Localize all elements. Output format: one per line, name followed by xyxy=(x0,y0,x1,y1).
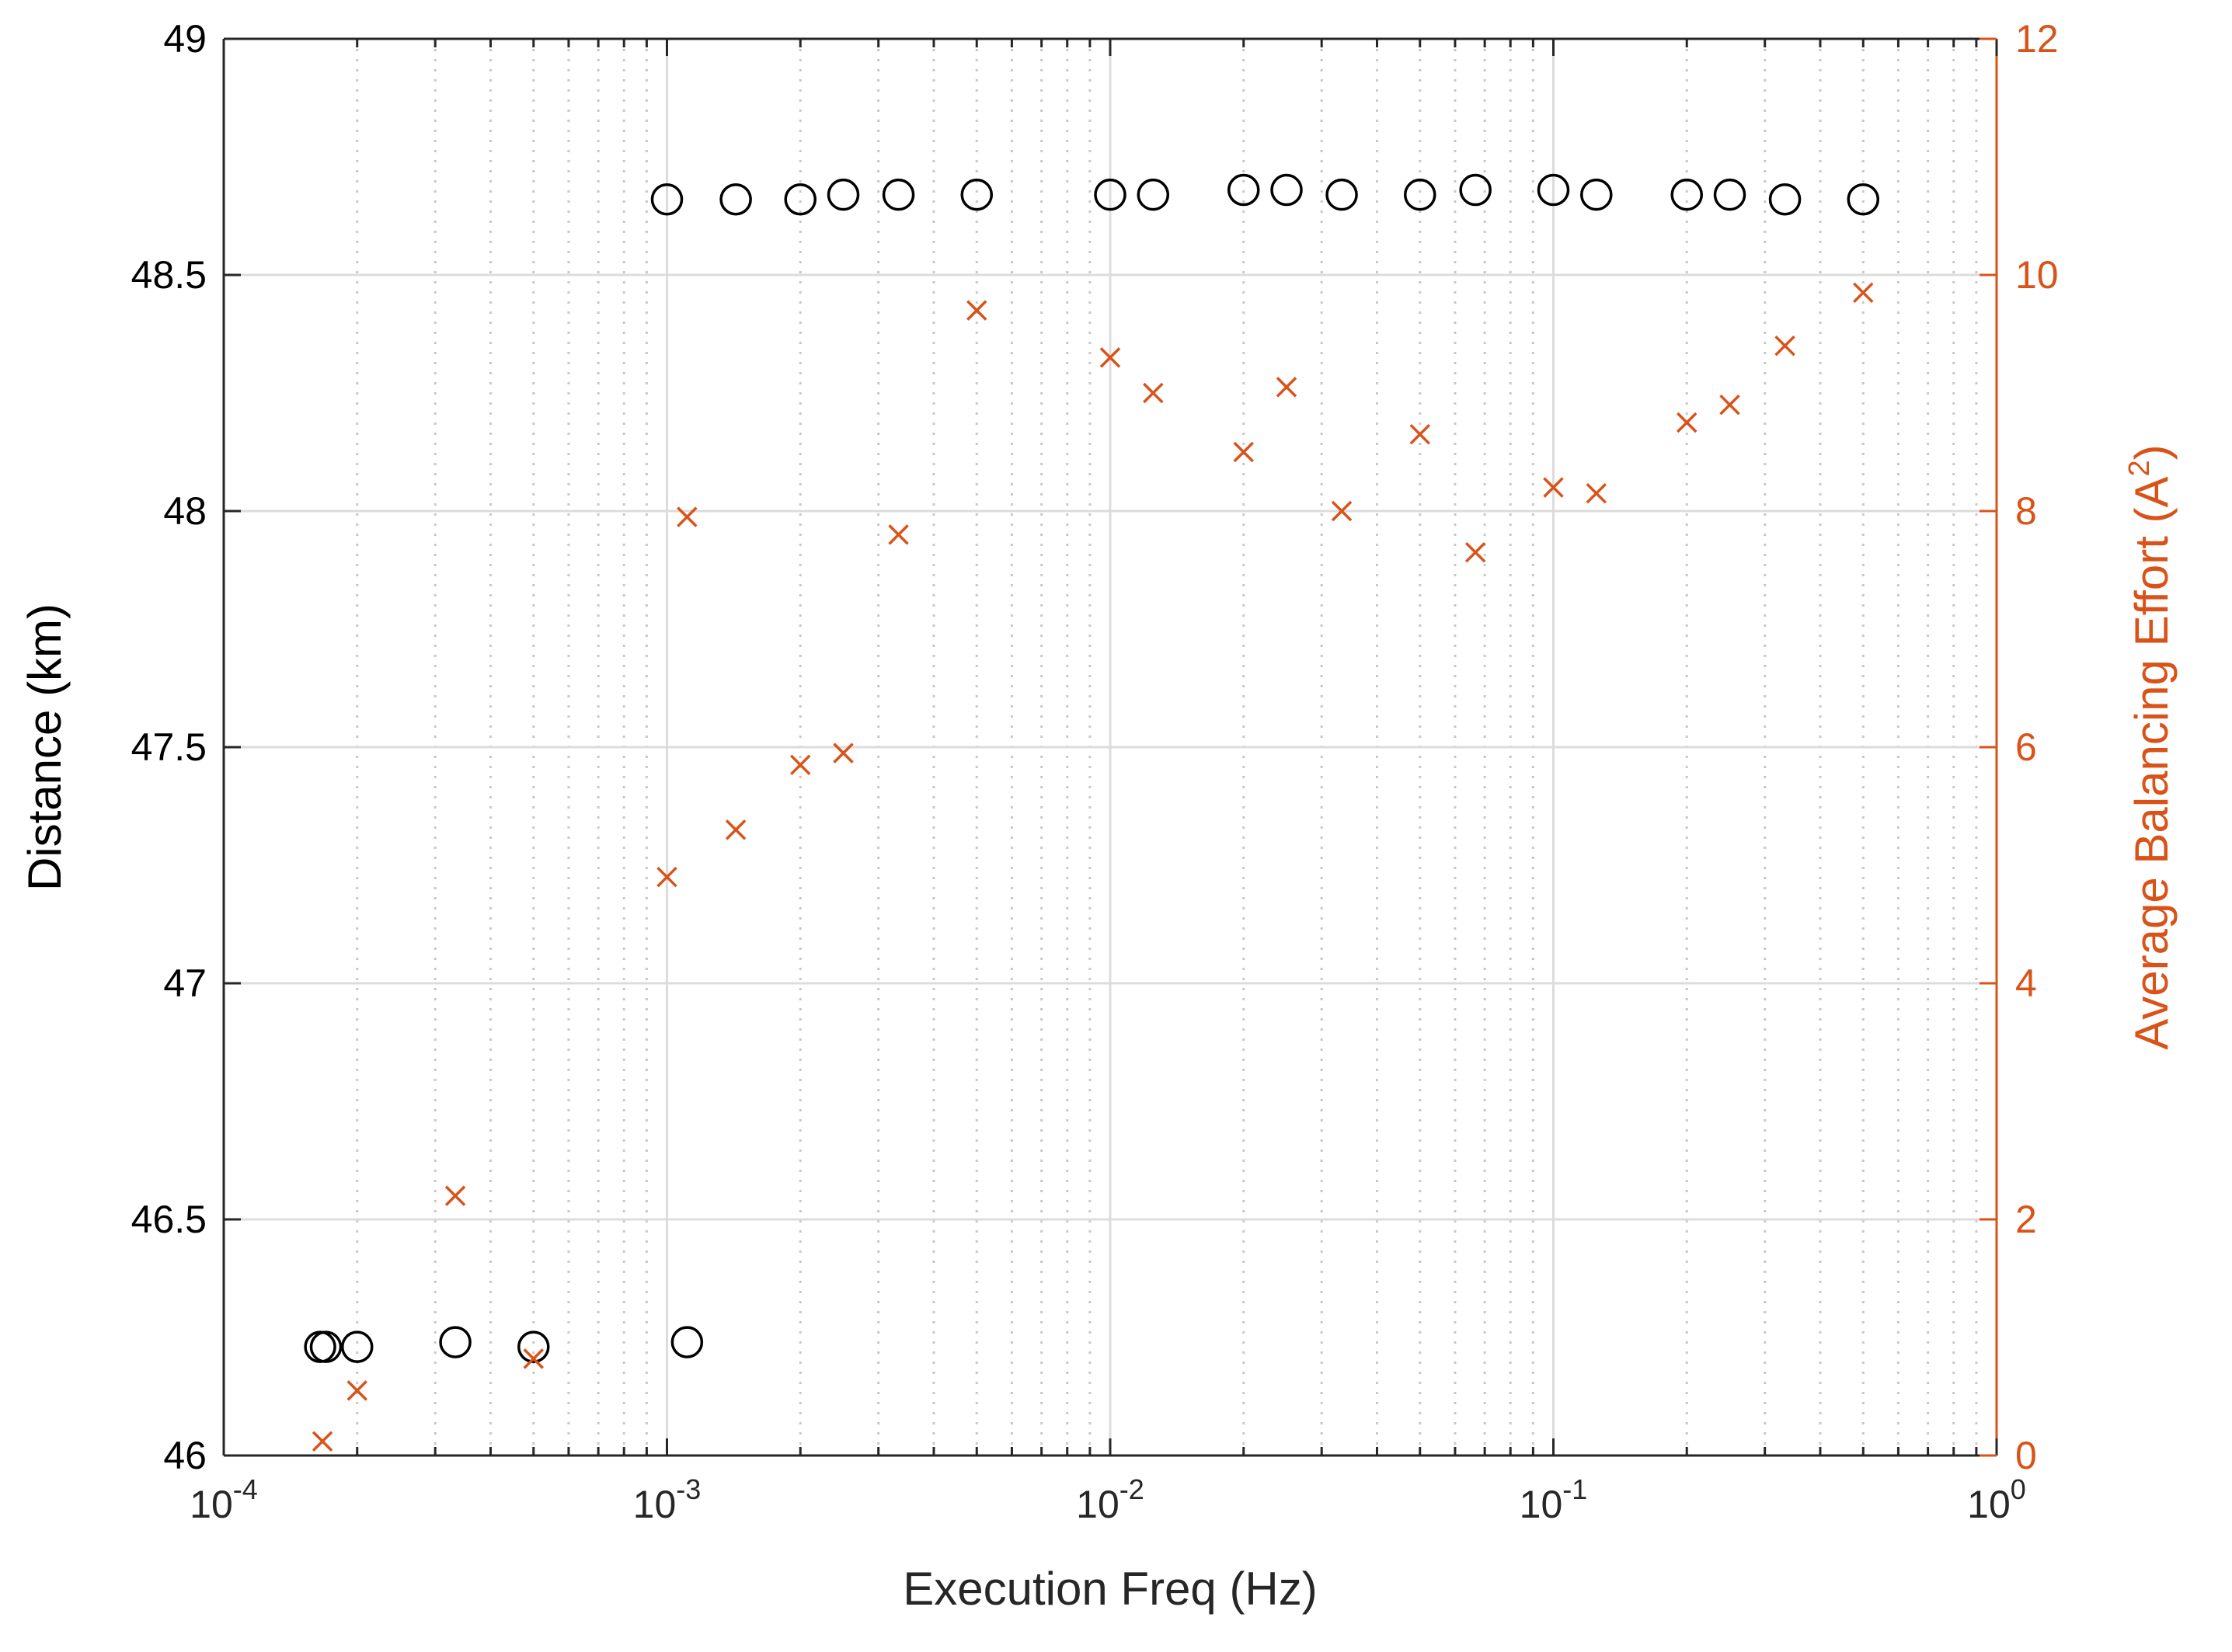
effort-point xyxy=(1409,423,1430,445)
effort-point xyxy=(1543,477,1564,498)
x-tick-label-base: 10 xyxy=(1520,1483,1563,1526)
y-left-tick-label: 48.5 xyxy=(131,253,207,297)
axes xyxy=(222,37,1998,1457)
distance-point xyxy=(1094,178,1126,211)
distance-point xyxy=(784,183,817,216)
effort-point xyxy=(966,300,987,321)
y-right-tick-label: 10 xyxy=(2015,253,2059,297)
x-tick-label-exponent: -2 xyxy=(1119,1473,1144,1505)
effort-point xyxy=(1331,500,1353,522)
effort-point xyxy=(346,1380,367,1401)
y-axis-right-label-main: Average Balancing Effort (A xyxy=(2126,476,2178,1049)
x-tick-label-exponent: 0 xyxy=(2011,1473,2026,1505)
y-left-tick-label: 48 xyxy=(163,489,207,533)
effort-point xyxy=(1774,335,1795,356)
x-tick-label: 10-1 xyxy=(1520,1473,1588,1526)
effort-point xyxy=(523,1348,544,1369)
distance-point xyxy=(670,1326,704,1358)
effort-point xyxy=(444,1185,466,1206)
x-axis-label: Execution Freq (Hz) xyxy=(903,1563,1318,1615)
distance-point xyxy=(439,1326,472,1358)
y-left-tick-label: 47 xyxy=(163,962,207,1005)
effort-point xyxy=(1233,441,1254,463)
effort-point xyxy=(677,506,698,527)
effort-point xyxy=(833,743,854,763)
distance-point xyxy=(960,178,994,211)
y-right-tick-label: 2 xyxy=(2015,1198,2037,1241)
effort-point xyxy=(1143,382,1164,404)
x-tick-label: 10-3 xyxy=(633,1473,702,1526)
data-marks xyxy=(304,173,1880,1452)
distance-point xyxy=(1580,178,1613,211)
x-tick-label-exponent: -3 xyxy=(676,1473,701,1505)
distance-point xyxy=(1459,173,1492,207)
tick-labels: 10-4 10-3 10-2 10-1 1004646.54747.54848.5490… xyxy=(131,17,2059,1526)
distance-point xyxy=(1537,173,1570,207)
effort-point xyxy=(656,866,677,888)
effort-point xyxy=(1586,482,1607,504)
effort-point xyxy=(888,524,909,545)
distance-point xyxy=(1325,178,1358,211)
distance-point xyxy=(650,183,684,216)
y-axis-right-label-superscript: 2 xyxy=(2123,460,2156,476)
y-left-tick-label: 49 xyxy=(163,17,207,61)
x-tick-label: 10-4 xyxy=(190,1473,258,1526)
y-axis-right-label: Average Balancing Effort (A2) xyxy=(2123,444,2178,1049)
x-tick-label-exponent: -1 xyxy=(1562,1473,1587,1505)
effort-point xyxy=(1099,347,1121,368)
effort-point xyxy=(725,819,747,840)
x-tick-label-base: 10 xyxy=(190,1483,233,1526)
distance-point xyxy=(1404,178,1436,211)
effort-point xyxy=(1464,541,1486,563)
y-right-tick-label: 6 xyxy=(2015,725,2037,769)
effort-point xyxy=(1276,377,1297,398)
distance-point xyxy=(1670,178,1703,211)
y-right-tick-label: 4 xyxy=(2015,962,2037,1005)
distance-point xyxy=(1847,183,1880,216)
y-left-tick-label: 47.5 xyxy=(131,725,207,769)
y-axis-right-label-close: ) xyxy=(2126,444,2178,460)
distance-point xyxy=(1137,178,1170,211)
x-tick-label-base: 10 xyxy=(1076,1483,1119,1526)
x-tick-label: 10-2 xyxy=(1076,1473,1144,1526)
y-left-tick-label: 46.5 xyxy=(131,1198,207,1241)
distance-point xyxy=(1270,173,1303,207)
y-left-tick-label: 46 xyxy=(163,1434,207,1477)
y-axis-left-label: Distance (km) xyxy=(19,603,71,891)
x-tick-label-exponent: -4 xyxy=(233,1473,258,1505)
effort-point xyxy=(312,1431,333,1452)
distance-point xyxy=(719,183,752,216)
y-right-tick-label: 12 xyxy=(2015,17,2059,61)
effort-point xyxy=(1719,394,1740,416)
y-right-tick-label: 8 xyxy=(2015,489,2037,533)
distance-point xyxy=(1768,183,1802,216)
distance-point xyxy=(1227,173,1260,207)
distance-point xyxy=(827,178,860,211)
x-tick-label: 100 xyxy=(1967,1473,2026,1526)
effort-point xyxy=(1853,282,1874,304)
effort-point xyxy=(790,754,811,776)
x-tick-label-base: 10 xyxy=(1967,1483,2011,1526)
y-right-tick-label: 0 xyxy=(2015,1434,2037,1477)
effort-point xyxy=(1677,412,1698,433)
distance-point xyxy=(340,1330,374,1363)
distance-point xyxy=(517,1330,550,1363)
distance-point xyxy=(1713,178,1746,211)
distance-point xyxy=(882,178,915,211)
distance-point xyxy=(309,1330,343,1363)
x-tick-label-base: 10 xyxy=(633,1483,677,1526)
